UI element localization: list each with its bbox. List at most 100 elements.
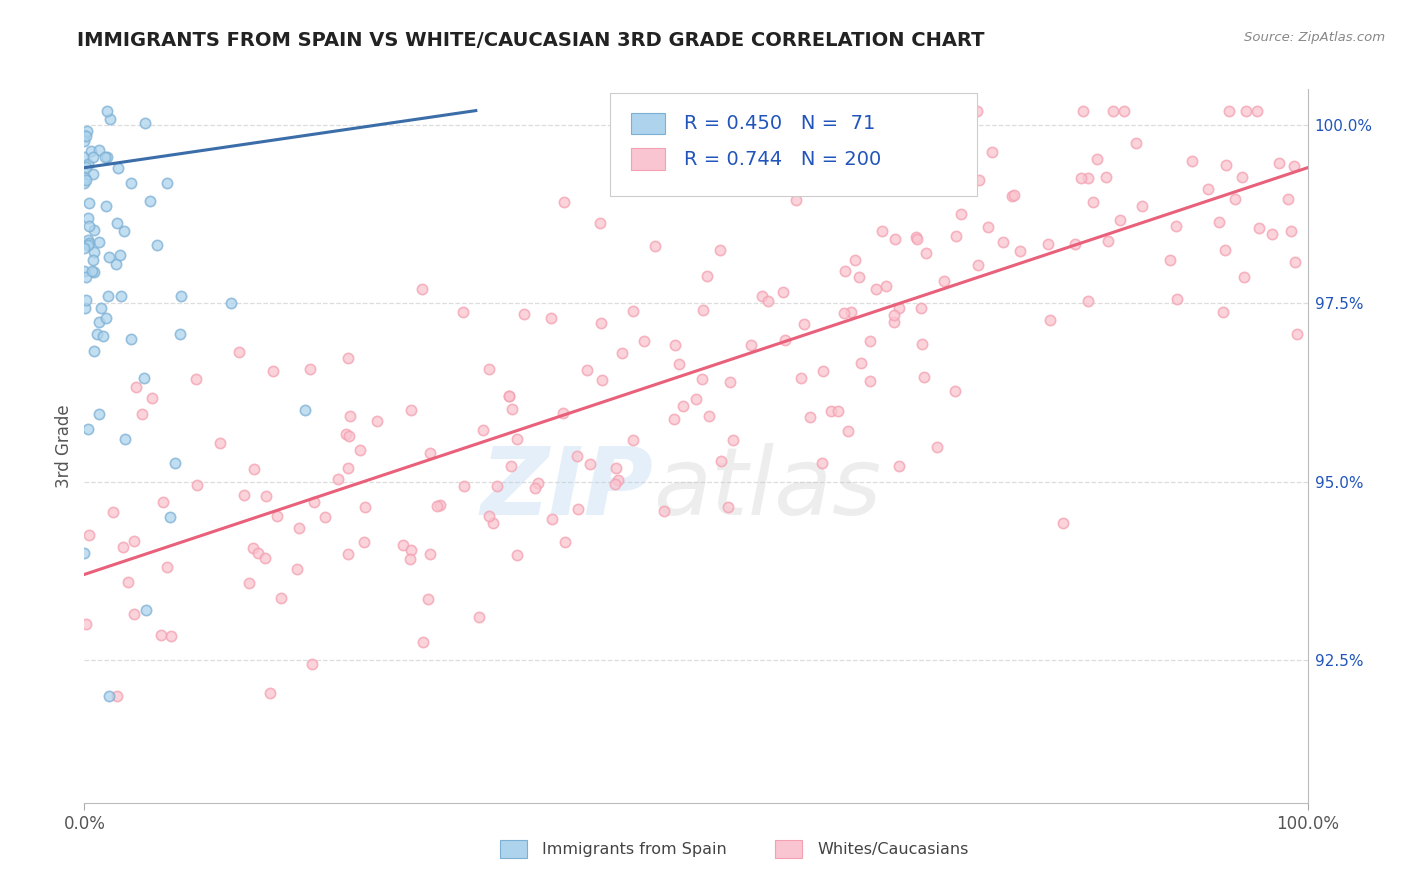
Point [120, 176, 142, 190]
Point [668, 357, 690, 371]
FancyBboxPatch shape [501, 840, 527, 858]
Point [1081, 195, 1104, 210]
Point [411, 282, 433, 296]
Point [883, 315, 905, 329]
Point [773, 333, 796, 347]
Point [911, 336, 934, 351]
Point [1064, 236, 1087, 251]
Point [77, 156, 100, 170]
FancyBboxPatch shape [776, 840, 803, 858]
Point [672, 399, 695, 413]
Point [526, 476, 548, 491]
Point [662, 411, 685, 425]
Point [97, 289, 120, 303]
Point [73, 128, 96, 143]
Point [498, 389, 520, 403]
Point [184, 372, 207, 386]
Point [945, 228, 967, 243]
Point [1108, 212, 1130, 227]
Point [339, 428, 361, 442]
Point [87, 235, 110, 249]
Point [125, 380, 148, 394]
Point [827, 404, 849, 418]
Point [90, 301, 112, 315]
Point [246, 546, 269, 560]
Point [270, 591, 292, 606]
Point [621, 433, 644, 447]
Point [219, 296, 242, 310]
Point [644, 239, 666, 253]
Point [943, 384, 966, 398]
Point [1002, 188, 1025, 202]
Point [565, 450, 588, 464]
Point [472, 423, 495, 437]
Point [285, 561, 308, 575]
Point [977, 219, 1000, 234]
Point [1213, 243, 1236, 257]
Point [1001, 189, 1024, 203]
Point [1077, 170, 1099, 185]
Text: Immigrants from Spain: Immigrants from Spain [541, 842, 727, 856]
Point [108, 248, 131, 262]
Point [1284, 255, 1306, 269]
Point [112, 224, 135, 238]
Point [156, 176, 179, 190]
Point [73, 264, 96, 278]
Point [75, 173, 97, 187]
Point [751, 289, 773, 303]
Point [612, 346, 634, 360]
Point [77, 237, 100, 252]
Text: atlas: atlas [654, 443, 882, 534]
Point [1286, 327, 1309, 342]
Point [485, 478, 508, 492]
Point [238, 576, 260, 591]
Point [349, 442, 371, 457]
Point [1197, 182, 1219, 196]
Point [75, 617, 97, 632]
Point [889, 458, 911, 473]
Point [696, 269, 718, 284]
Point [1038, 313, 1060, 327]
Point [82, 264, 104, 278]
Point [980, 145, 1002, 160]
Point [110, 289, 132, 303]
Point [993, 235, 1015, 249]
Point [697, 409, 720, 424]
Point [163, 456, 186, 470]
Point [77, 528, 100, 542]
Point [169, 326, 191, 341]
Text: IMMIGRANTS FROM SPAIN VS WHITE/CAUCASIAN 3RD GRADE CORRELATION CHART: IMMIGRANTS FROM SPAIN VS WHITE/CAUCASIAN… [77, 31, 984, 50]
Point [73, 301, 96, 315]
Point [304, 495, 326, 509]
Point [1232, 170, 1254, 185]
Point [96, 150, 118, 164]
Point [159, 510, 181, 524]
Point [266, 508, 288, 523]
Point [146, 237, 169, 252]
Point [502, 401, 524, 416]
Point [848, 269, 870, 284]
Point [837, 424, 859, 438]
Point [541, 512, 564, 526]
Point [1070, 171, 1092, 186]
Point [82, 167, 104, 181]
Point [579, 457, 602, 471]
Point [540, 311, 562, 326]
Point [337, 547, 360, 561]
Point [621, 304, 644, 318]
Point [243, 462, 266, 476]
FancyBboxPatch shape [631, 112, 665, 134]
Point [820, 404, 842, 418]
Point [170, 288, 193, 302]
Point [105, 257, 128, 271]
Point [114, 432, 136, 446]
Point [242, 541, 264, 555]
Point [478, 508, 501, 523]
Point [1234, 103, 1257, 118]
Point [77, 236, 100, 251]
Point [314, 510, 336, 524]
Point [112, 540, 135, 554]
Point [1125, 136, 1147, 150]
Point [966, 103, 988, 118]
Point [80, 144, 103, 158]
